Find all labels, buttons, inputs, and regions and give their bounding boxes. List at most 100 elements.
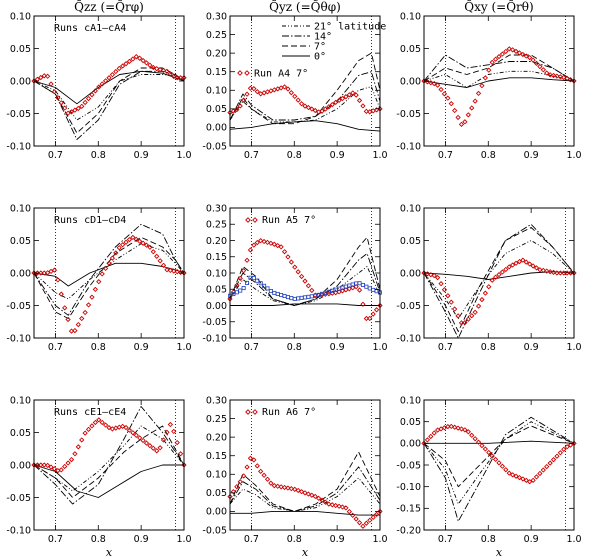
panel-0-xtick-label-3: 1.0	[176, 150, 191, 161]
panel-2-series-0	[423, 77, 575, 88]
panel-4-blue-marker-18	[289, 296, 294, 301]
panel-3-marker-4-35	[150, 249, 156, 255]
panel-6-ytick-label-4: -0.10	[6, 525, 31, 536]
panel-3-marker-4-23	[109, 255, 116, 261]
panel-6-marker-4-17	[89, 423, 95, 429]
panel-5-marker-4-13	[465, 316, 471, 322]
panel-7-marker-4-2	[234, 484, 240, 490]
panel-4-ytick-label-3: 0.15	[206, 252, 227, 263]
panel-3-marker-4-12	[72, 327, 78, 334]
panel-4-ytick-label-4: 0.10	[206, 268, 227, 279]
panel-6-ytick-label-0: 0.10	[10, 395, 31, 406]
panel-2-marker-4-39	[554, 73, 560, 79]
panel-7-label: Run A6 7°	[262, 407, 316, 418]
panel-6-xtick-label-0: 0.7	[48, 534, 63, 545]
panel-4-series-3	[229, 266, 381, 306]
panel-7-marker-4-31	[333, 502, 339, 509]
panel-6-marker-4-20	[99, 419, 105, 426]
panel-5-marker-4-25	[506, 264, 512, 270]
panel-6-series-1	[33, 425, 185, 498]
panel-0-marker-4-17	[89, 92, 95, 98]
panel-2-xtick-label-3: 1.0	[566, 150, 581, 161]
panel-4-ytick-label-7: -0.05	[202, 317, 227, 328]
panel-3-marker-4-28	[126, 236, 133, 243]
panel-1-marker-4-18	[288, 90, 295, 96]
panel-2-marker-4-18	[482, 75, 489, 81]
panel-5-marker-4-33	[533, 265, 540, 271]
panel-6-marker-4-39	[164, 429, 170, 435]
panel-6-marker-4-26	[119, 423, 126, 429]
panel-2-marker-4-35	[540, 67, 546, 73]
panel-2-marker-4-15	[472, 98, 478, 104]
panel-0-marker-4-33	[143, 60, 150, 66]
panel-6-marker-4-36	[154, 448, 160, 454]
panel-3-marker-4-38	[160, 262, 167, 268]
panel-7-marker-4-42	[370, 514, 376, 520]
panel-6-marker-4-35	[150, 445, 156, 451]
panel-3-marker-4-42	[174, 269, 180, 275]
panel-7-ytick-label-6: 0.00	[206, 507, 227, 518]
panel-1-marker-4-2	[234, 106, 240, 113]
panel-6-ytick-label-2: 0.00	[10, 460, 31, 471]
panel-5-marker-4-5	[438, 281, 444, 287]
panel-1-marker-4-19	[292, 93, 298, 100]
panel-0-marker-4-35	[150, 64, 156, 71]
panel-3-marker-4-21	[102, 265, 109, 272]
panel-4-marker-4-39	[360, 301, 366, 307]
panel-8-marker-4-10	[455, 425, 461, 431]
panel-3-marker-4-18	[92, 286, 98, 293]
panel-4-ytick-label-5: 0.05	[206, 285, 227, 296]
panel-7-marker-4-37	[353, 516, 359, 522]
panel-2-marker-4-36	[544, 70, 550, 76]
panel-1-marker-4-36	[350, 90, 356, 96]
panel-0-marker-4-4	[45, 73, 51, 79]
panel-6-xtick-label-3: 1.0	[176, 534, 191, 545]
panel-0-marker-4-12	[72, 107, 78, 113]
panel-4-marker-4-5	[244, 257, 250, 263]
panel-3-marker-4-5	[48, 268, 54, 275]
panel-8-marker-4-39	[554, 453, 560, 459]
panel-3-marker-4-4	[45, 270, 51, 276]
panel-3-marker-4-30	[133, 236, 139, 242]
panel-6-xtick-label-2: 0.9	[134, 534, 149, 545]
legend-marker-0	[237, 70, 243, 76]
panel-2-marker-4-25	[506, 46, 512, 52]
panel-4-blue-marker-39	[360, 282, 365, 287]
panel-7-ytick-label-7: -0.05	[202, 525, 227, 536]
panel-0-series-1	[33, 67, 185, 134]
panel-8-marker-4-20	[489, 453, 495, 459]
panel-4-label-marker-b	[252, 217, 258, 223]
panel-7-marker-4-22	[302, 490, 308, 496]
panel-1-marker-4-38	[356, 97, 363, 104]
panel-7-marker-4-24	[309, 492, 315, 498]
panel-1-marker-4-22	[302, 103, 308, 109]
panel-5-marker-4-40	[557, 270, 564, 276]
panel-8-marker-4-43	[567, 442, 574, 448]
panel-7-ytick-label-1: 0.25	[206, 414, 227, 425]
legend-marker-1	[244, 70, 250, 76]
panel-1-marker-4-40	[363, 108, 370, 114]
panel-0-marker-4-25	[116, 65, 122, 72]
panel-0-marker-4-24	[113, 68, 119, 75]
panel-2-marker-4-30	[523, 53, 529, 59]
legend-label-2: 7°	[314, 42, 326, 53]
panel-6-marker-4-11	[68, 456, 75, 463]
panel-0-marker-4-32	[140, 57, 146, 64]
panel-8-marker-4-36	[544, 463, 550, 470]
panel-3-xtick-label-1: 0.8	[91, 342, 106, 353]
panel-3-marker-4-33	[143, 242, 150, 248]
panel-2-ytick-label-0: 0.10	[400, 11, 421, 22]
panel-0-marker-4-8	[58, 100, 64, 106]
panel-7-marker-4-17	[285, 485, 291, 491]
panel-0-ytick-label-1: 0.05	[10, 44, 31, 55]
panel-4-blue-marker-40	[364, 284, 369, 289]
panel-5-marker-4-2	[428, 272, 434, 278]
panel-7-marker-4-34	[343, 505, 349, 511]
legend-label-1: 14°	[314, 32, 332, 43]
panel-6-marker-4-42	[174, 439, 180, 446]
panel-0-marker-4-27	[123, 61, 129, 67]
panel-4-blue-marker-11	[265, 286, 270, 291]
panel-7-marker-4-3	[237, 479, 243, 485]
panel-8-marker-4-18	[482, 446, 489, 452]
panel-6-marker-4-22	[106, 424, 112, 431]
